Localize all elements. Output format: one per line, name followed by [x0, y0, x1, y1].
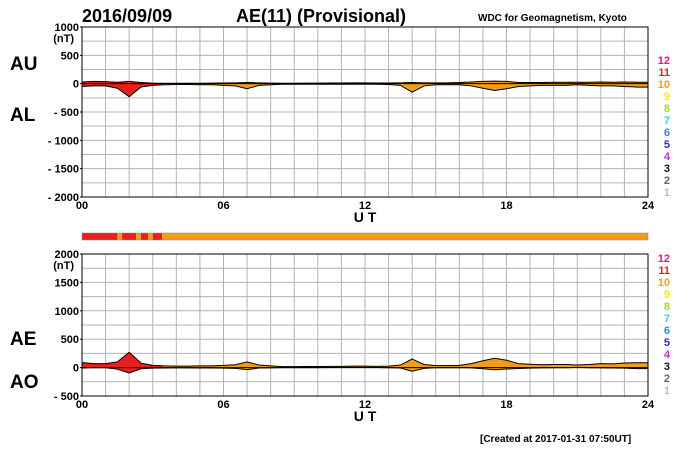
series-area-red-al	[82, 83, 163, 97]
y-tick-label: - 500	[54, 107, 79, 119]
legend-station-4: 4	[664, 349, 671, 361]
y-tick-label: - 500	[54, 391, 79, 403]
station-bar-segment	[82, 233, 118, 240]
y-unit-label: (nT)	[53, 260, 74, 272]
header-date: 2016/09/09	[82, 6, 172, 26]
legend-station-2: 2	[664, 175, 670, 187]
top-panel-au-al: 1000 500 0 - 500 - 1000 - 1500 - 2000 (nT) 00 06 1…	[10, 22, 655, 225]
x-tick-label: 06	[217, 399, 229, 411]
plot-frame	[81, 253, 649, 397]
y-tick-label: 1000	[55, 22, 79, 34]
footer-created: [Created at 2017-01-31 07:50UT]	[480, 434, 631, 445]
x-tick-label: 12	[359, 399, 371, 411]
legend-station-3: 3	[664, 361, 670, 373]
legend-station-2: 2	[664, 373, 670, 385]
y-tick-label: 0	[73, 79, 79, 91]
bottom-panel-ae-ao: 2000 1500 1000 500 0 - 500 (nT) 00 06 12 18 24 U T AE…	[10, 249, 655, 424]
x-axis-label: U T	[354, 408, 377, 424]
legend-station-8: 8	[664, 301, 670, 313]
station-bar-frame	[81, 232, 649, 241]
series-label-ae: AE	[10, 329, 36, 350]
station-bar-segment	[162, 233, 648, 240]
series-label-al: AL	[10, 105, 36, 126]
legend-station-3: 3	[664, 163, 670, 175]
y-tick-label: 1500	[55, 277, 79, 289]
x-tick-label: 00	[76, 399, 88, 411]
x-axis-label: U T	[354, 209, 377, 225]
y-tick-label: 500	[61, 50, 79, 62]
series-label-ao: AO	[10, 372, 39, 393]
station-bar-segment	[117, 233, 123, 240]
legend-station-5: 5	[664, 139, 670, 151]
legend-station-10: 10	[658, 79, 670, 91]
y-tick-label: 0	[73, 363, 79, 375]
legend-station-12: 12	[658, 55, 670, 67]
series-line-ae	[81, 351, 648, 368]
legend-station-8: 8	[664, 103, 670, 115]
station-bar-segment	[136, 233, 141, 240]
y-unit-label: (nT)	[53, 33, 74, 45]
x-tick-label: 06	[217, 200, 229, 212]
legend-station-1: 1	[664, 385, 670, 397]
legend-station-7: 7	[664, 313, 670, 325]
station-bar-segment	[148, 233, 153, 240]
legend-station-6: 6	[664, 325, 670, 337]
x-tick-label: 18	[500, 399, 512, 411]
x-tick-label: 24	[642, 399, 655, 411]
legend-station-9: 9	[664, 289, 670, 301]
x-tick-label: 12	[359, 200, 371, 212]
station-bar-segment	[152, 233, 163, 240]
legend-station-12: 12	[658, 253, 670, 265]
series-label-au: AU	[10, 54, 37, 75]
station-count-bar	[81, 232, 649, 241]
header-title: AE(11) (Provisional)	[236, 6, 406, 26]
series-line-al	[81, 83, 648, 98]
legend-station-5: 5	[664, 337, 670, 349]
station-bar-segment	[140, 233, 149, 240]
header-source: WDC for Geomagnetism, Kyoto	[478, 13, 627, 24]
legend-station-11: 11	[658, 265, 670, 277]
legend-station-7: 7	[664, 115, 670, 127]
legend-station-9: 9	[664, 91, 670, 103]
y-tick-label: - 1000	[48, 135, 79, 147]
legend-station-10: 10	[658, 277, 670, 289]
x-tick-label: 24	[642, 200, 655, 212]
y-tick-label: 2000	[55, 249, 79, 261]
x-tick-label: 18	[500, 200, 512, 212]
x-tick-label: 00	[76, 200, 88, 212]
y-tick-label: 500	[61, 334, 79, 346]
y-tick-label: - 2000	[48, 192, 79, 204]
series-area-ae	[82, 352, 648, 368]
station-bar-segment	[122, 233, 137, 240]
legend-station-6: 6	[664, 127, 670, 139]
y-tick-label: - 1500	[48, 164, 79, 176]
y-tick-label: 1000	[55, 306, 79, 318]
legend-station-1: 1	[664, 187, 670, 199]
legend-station-4: 4	[664, 151, 671, 163]
series-area-al	[82, 83, 648, 97]
legend-station-11: 11	[658, 67, 670, 79]
